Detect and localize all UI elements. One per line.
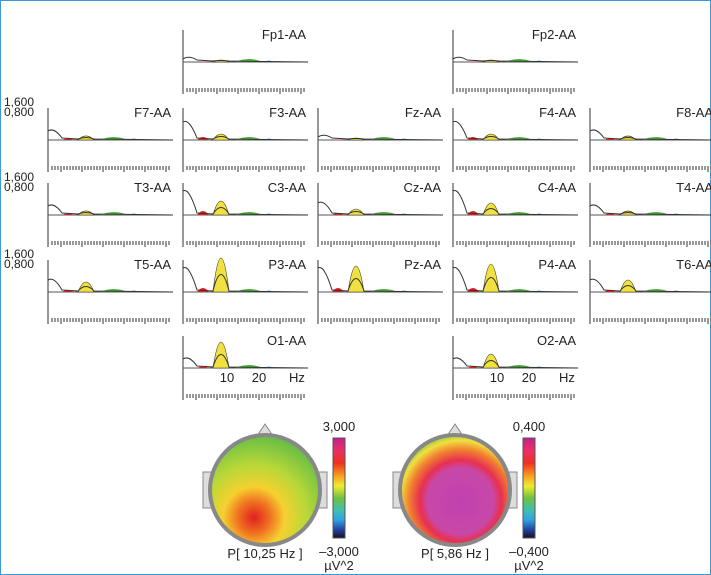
panel-label: F8-AA	[676, 105, 711, 120]
spectrum-line	[182, 354, 309, 369]
panel-label: P3-AA	[268, 257, 306, 272]
y-tick-label: 1,600	[4, 170, 34, 184]
panel-label: F7-AA	[134, 105, 171, 120]
spectrum-line	[182, 120, 309, 141]
spectrum-panel: T3-AA	[47, 180, 174, 247]
y-tick-label: 1,600	[4, 247, 34, 261]
y-tick-label: 0,800	[4, 257, 34, 271]
panel-label: T3-AA	[134, 180, 171, 195]
spectrum-line	[589, 204, 711, 216]
panel-label: C3-AA	[268, 180, 307, 195]
band-alpha	[347, 266, 365, 293]
panel-label: O2-AA	[537, 333, 576, 348]
spectrum-line	[317, 134, 444, 141]
panel-label: Fz-AA	[405, 105, 441, 120]
band-delta	[467, 61, 479, 62]
spectrum-panel: Cz-AA	[317, 180, 444, 247]
spectrum-line	[452, 120, 579, 141]
panel-label: T6-AA	[676, 257, 711, 272]
nose	[446, 423, 464, 437]
spectrum-line	[452, 56, 579, 63]
panel-label: Cz-AA	[403, 180, 441, 195]
spectrum-line	[452, 266, 579, 293]
panel-label: C4-AA	[538, 180, 577, 195]
spectrum-panel: T5-AA	[47, 257, 174, 324]
band-alpha	[212, 342, 230, 369]
freq-tick-label: 10	[220, 370, 234, 385]
spectrum-line	[47, 129, 174, 141]
spectrum-panel: O1-AA 10 20 Hz	[182, 333, 309, 400]
spectrum-panel: Fp2-AA	[452, 27, 579, 94]
y-tick-label: 0,800	[4, 180, 34, 194]
spectrum-line	[452, 189, 579, 216]
panel-label: T5-AA	[134, 257, 171, 272]
map-label: P[ 10,25 Hz ]	[227, 546, 302, 561]
spectrum-panel: Fp1-AA	[182, 27, 309, 94]
spectrum-line	[182, 266, 309, 293]
spectrum-line	[182, 56, 309, 63]
spectrum-line	[47, 204, 174, 216]
spectrum-line	[452, 357, 579, 369]
spectrum-panel: C3-AA	[182, 180, 309, 247]
nose	[256, 423, 274, 437]
y-tick-label: 0,800	[4, 105, 34, 119]
spectrum-line	[317, 201, 444, 216]
panel-label: Pz-AA	[404, 257, 441, 272]
spectrum-panel: T6-AA	[589, 257, 711, 324]
scale-min: –3,000	[319, 544, 359, 559]
unit-label: µV^2	[514, 558, 544, 573]
spectrum-line	[47, 278, 174, 293]
freq-tick-label: Hz	[289, 370, 305, 385]
band-delta	[197, 61, 209, 62]
spectrum-line	[317, 266, 444, 293]
panel-label: T4-AA	[676, 180, 711, 195]
colorbar	[522, 437, 536, 539]
panel-label: Fp1-AA	[262, 27, 306, 42]
spectrum-line	[182, 189, 309, 216]
spectrum-line	[589, 129, 711, 141]
y-tick-label: 1,600	[4, 95, 34, 109]
spectrum-panel: Pz-AA	[317, 257, 444, 324]
panel-label: Fp2-AA	[532, 27, 576, 42]
panel-label: F3-AA	[269, 105, 306, 120]
panel-label: P4-AA	[538, 257, 576, 272]
panels: Fp1-AA Fp2-AA F7-AA F3-AA Fz-AA F4-AA F8-AA T3-…	[4, 27, 711, 400]
freq-tick-label: Hz	[559, 370, 575, 385]
colorbar	[332, 437, 346, 539]
freq-tick-label: 20	[252, 370, 266, 385]
spectrum-panel: F3-AA	[182, 105, 309, 172]
band-delta	[332, 139, 344, 140]
scale-min: –0,400	[509, 544, 549, 559]
spectrum-line	[589, 278, 711, 293]
spectrum-panel: F7-AA	[47, 105, 174, 172]
spectrum-panel: T4-AA	[589, 180, 711, 247]
head-map	[208, 433, 322, 547]
spectrum-panel: P4-AA	[452, 257, 579, 324]
spectrum-panel: Fz-AA	[317, 105, 444, 172]
scale-max: 3,000	[323, 419, 356, 434]
unit-label: µV^2	[324, 558, 354, 573]
spectrum-panel: P3-AA	[182, 257, 309, 324]
map-label: P[ 5,86 Hz ]	[421, 546, 489, 561]
spectrum-panel: C4-AA	[452, 180, 579, 247]
freq-tick-label: 20	[522, 370, 536, 385]
spectrum-panel: O2-AA 10 20 Hz	[452, 333, 579, 400]
head-map	[398, 433, 512, 547]
freq-tick-label: 10	[490, 370, 504, 385]
spectrum-panel: F8-AA	[589, 105, 711, 172]
panel-label: F4-AA	[539, 105, 576, 120]
panel-label: O1-AA	[267, 333, 306, 348]
spectrum-panel: F4-AA	[452, 105, 579, 172]
band-alpha	[482, 264, 500, 293]
scale-max: 0,400	[513, 419, 546, 434]
